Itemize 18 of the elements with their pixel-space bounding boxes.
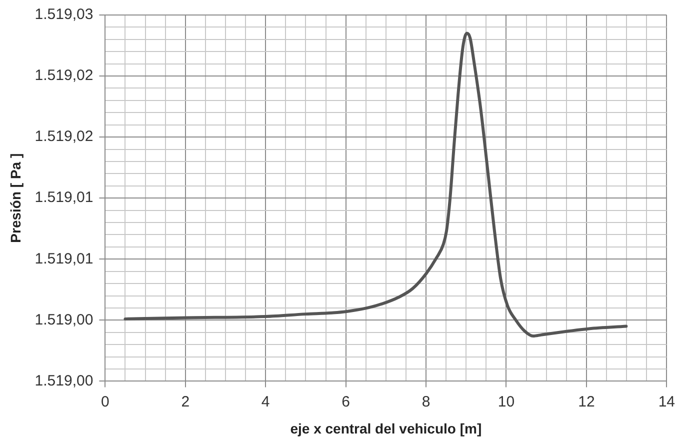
line-series	[124, 32, 628, 338]
y-tick-label: 1.519,03	[34, 6, 94, 24]
y-tick-label: 1.519,01	[34, 189, 94, 206]
y-tick-label: 1.519,00	[34, 372, 94, 390]
x-tick-label: 14	[658, 393, 675, 410]
x-axis-title: eje x central del vehiculo [m]	[290, 420, 482, 436]
y-axis-title: Presión [ Pa ]	[7, 153, 24, 243]
x-tick-label: 8	[422, 393, 430, 410]
x-tick-label: 10	[498, 393, 515, 410]
x-tick-label: 12	[578, 393, 595, 410]
x-tick-label: 0	[101, 393, 110, 410]
y-tick-label: 1.519,02	[34, 67, 94, 84]
x-tick-label: 6	[342, 393, 350, 410]
x-tick-label: 2	[181, 393, 190, 410]
x-tick-label: 4	[261, 393, 270, 410]
y-tick-label: 1.519,02	[34, 128, 94, 146]
y-tick-label: 1.519,00	[34, 311, 94, 328]
y-tick-label: 1.519,01	[34, 250, 94, 268]
